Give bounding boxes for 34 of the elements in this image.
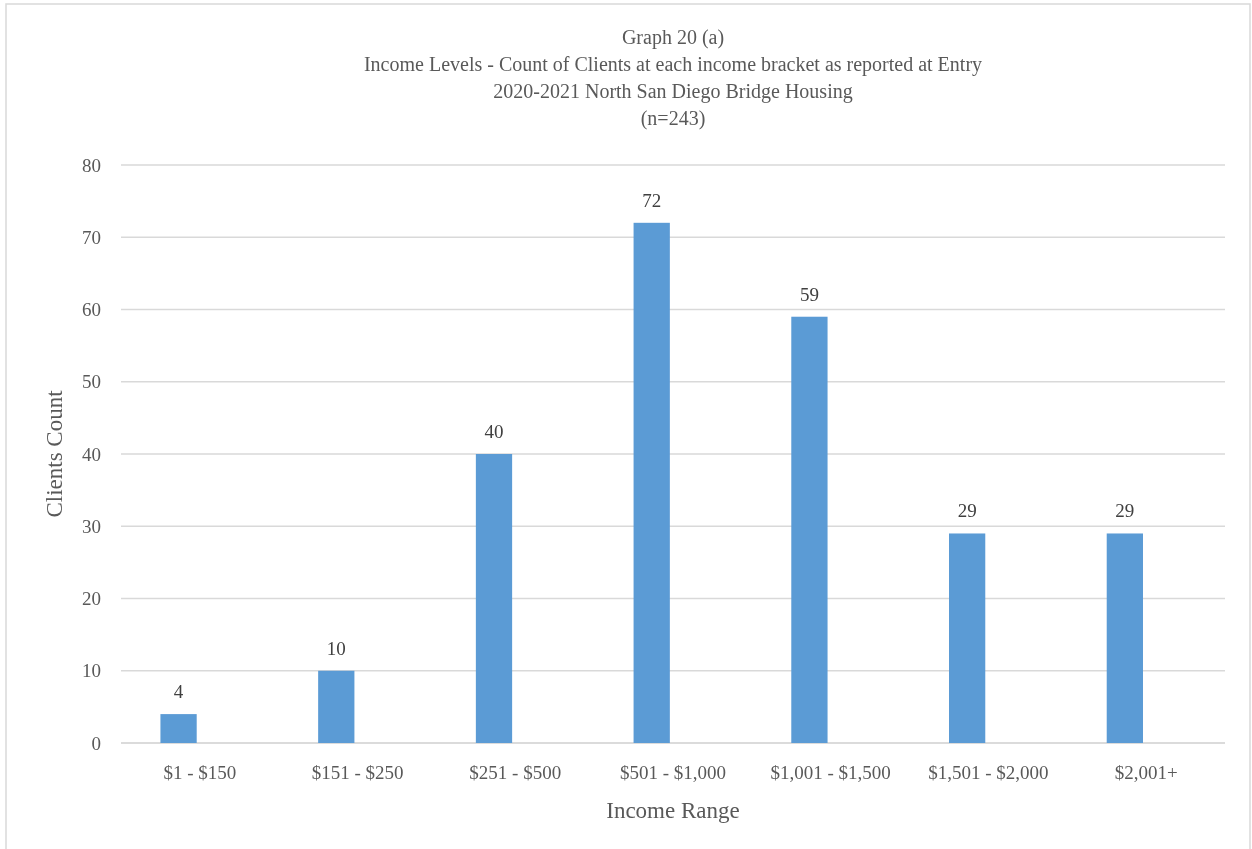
y-tick-label: 0 [91,732,101,754]
y-axis-title: Clients Count [42,389,67,518]
bar [318,670,355,743]
data-label: 40 [484,421,504,442]
y-tick-label: 80 [82,154,101,176]
x-axis-title: Income Range [606,798,740,823]
y-tick-label: 20 [82,588,101,610]
y-tick-label: 40 [82,443,101,465]
x-tick-label: $251 - $500 [469,762,562,783]
x-tick-label: $2,001+ [1114,762,1178,783]
bar [160,714,197,743]
data-label: 29 [957,500,977,522]
data-label: 72 [642,189,662,211]
bar [1106,533,1143,743]
bar [475,454,513,743]
x-tick-label: $1 - $150 [163,762,237,783]
y-tick-label: 70 [82,226,101,248]
chart-title: Graph 20 (a) [621,26,725,49]
y-tick-label: 30 [82,515,101,537]
chart-subtitle: Income Levels - Count of Clients at each income bracket as reported at Entry 2020-2021 North San Diego Bridge Housing (n=243) [363,53,983,130]
bar [633,222,670,743]
data-label: 59 [799,283,819,305]
x-tick-label: $1,501 - $2,000 [928,762,1049,783]
x-tick-label: $151 - $250 [311,762,404,783]
data-label: 29 [1115,500,1135,522]
data-label: 10 [326,637,346,659]
bar [949,533,986,743]
y-tick-label: 50 [82,371,101,393]
data-label: 4 [173,681,184,703]
x-tick-label: $501 - $1,000 [619,762,727,783]
y-tick-label: 10 [82,660,101,682]
x-tick-label: $1,001 - $1,500 [770,762,891,783]
y-tick-label: 60 [82,299,101,321]
bar [791,316,828,743]
